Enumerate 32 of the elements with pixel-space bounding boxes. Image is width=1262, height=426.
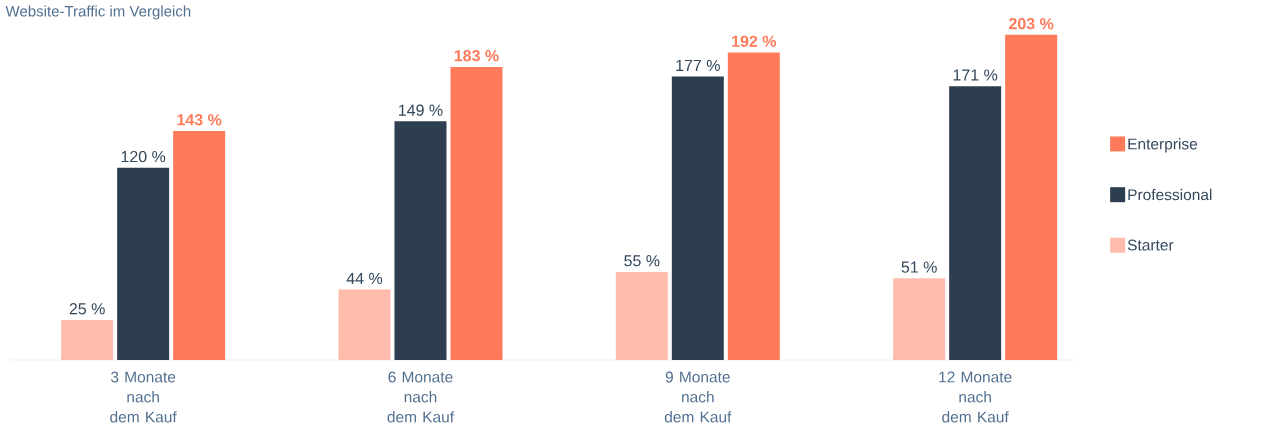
bar [450,66,503,360]
data-label: 192 % [732,35,777,47]
x-tick-label: 12 Monate nach dem Kauf [939,371,1012,423]
bar [173,130,226,360]
bar [117,167,170,360]
data-label: 171 % [953,69,998,81]
bar [61,319,114,360]
bar [671,76,724,360]
bar [949,86,1002,360]
legend-label: Enterprise [1128,138,1198,153]
data-label: 183 % [454,50,499,62]
data-label: 55 % [624,255,660,267]
chart-title: Website-Traffic im Vergleich [5,5,191,20]
data-label: 51 % [901,261,937,273]
bar [394,121,447,360]
bar [727,52,780,360]
bar [893,278,946,360]
legend-label: Professional [1128,188,1212,201]
bar [1005,34,1058,360]
data-label: 143 % [177,114,222,126]
x-tick-label: 3 Monate nach dem Kauf [110,371,177,423]
x-tick-label: 9 Monate nach dem Kauf [664,371,732,423]
bar [615,271,668,360]
data-label: 120 % [121,150,166,163]
data-label: 44 % [346,272,383,284]
data-label: 25 % [69,303,105,315]
bar [338,289,391,360]
legend-label: Starter [1127,239,1174,251]
data-label: 149 % [399,104,443,116]
x-tick-label: 6 Monate nach dem Kauf [387,371,455,423]
data-label: 177 % [676,59,720,71]
data-label: 203 % [1009,18,1054,30]
